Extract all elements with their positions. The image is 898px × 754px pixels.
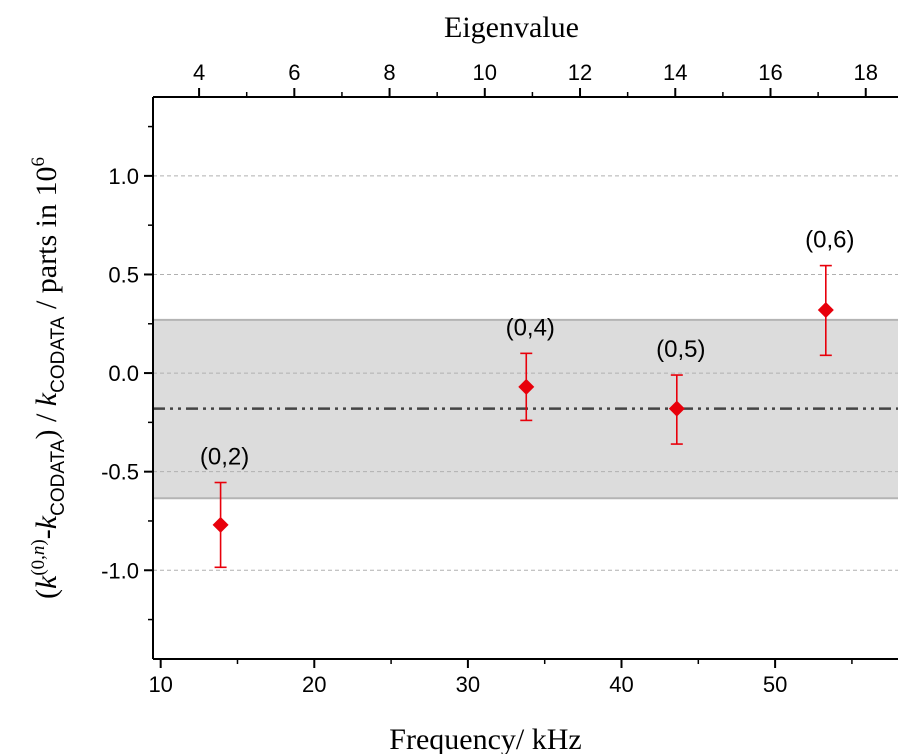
y-axis-title-part: 6 (28, 157, 49, 167)
point-label: (0,5) (656, 336, 705, 363)
y-axis-title-part: k (30, 575, 63, 589)
data-point-0 (212, 481, 229, 569)
top-tick-label: 4 (193, 60, 205, 85)
y-axis-title-part: CODATA (48, 316, 69, 393)
y-tick-label: -0.5 (101, 460, 139, 485)
y-axis-title-part: k (30, 392, 63, 406)
data-marker (817, 301, 834, 318)
y-axis-title-part: / parts in 10 (30, 167, 63, 317)
x-tick-label: 50 (763, 672, 787, 697)
point-label: (0,2) (200, 444, 249, 471)
y-axis-title-part: k (30, 515, 63, 529)
point-label: (0,6) (805, 227, 854, 254)
y-axis-title-part: n (28, 546, 49, 556)
top-tick-label: 16 (758, 60, 782, 85)
top-tick-label: 6 (288, 60, 300, 85)
top-tick-label: 12 (568, 60, 592, 85)
top-tick-label: 10 (473, 60, 497, 85)
y-axis-title-part: - (30, 529, 63, 539)
data-point-1 (518, 352, 535, 422)
y-axis-title-part: ) / (30, 406, 63, 439)
y-axis-title-part: CODATA (48, 439, 69, 516)
data-marker (668, 400, 685, 417)
x-tick-label: 10 (148, 672, 172, 697)
y-axis-title-part: ( (30, 589, 63, 599)
top-tick-label: 18 (854, 60, 878, 85)
x-tick-label: 20 (302, 672, 326, 697)
point-label: (0,4) (506, 314, 555, 341)
data-points-layer (212, 264, 834, 569)
labels-layer: 10 20 30 40 50 1.0 0.5 0.0 -0.5 -1.0 4 6 8 10 12 14 16 18… (28, 11, 878, 754)
y-tick-label: -1.0 (101, 558, 139, 583)
top-tick-label: 14 (663, 60, 687, 85)
data-marker (212, 516, 229, 533)
y-axis-title-part: ) (28, 539, 49, 545)
y-axis-title: (k(0,n)-kCODATA) / kCODATA / parts in 10… (28, 157, 69, 599)
top-tick-label: 8 (383, 60, 395, 85)
y-axis-title-part: (0, (28, 555, 49, 576)
data-point-2 (668, 374, 685, 445)
axes-layer (144, 88, 898, 668)
x-axis-title: Frequency/ kHz (389, 723, 581, 754)
x-tick-label: 40 (609, 672, 633, 697)
y-tick-label: 0.5 (108, 262, 139, 287)
top-axis-title: Eigenvalue (444, 11, 579, 44)
x-tick-label: 30 (456, 672, 480, 697)
data-marker (518, 378, 535, 395)
y-tick-label: 1.0 (108, 164, 139, 189)
data-point-3 (817, 264, 834, 357)
y-tick-label: 0.0 (108, 361, 139, 386)
